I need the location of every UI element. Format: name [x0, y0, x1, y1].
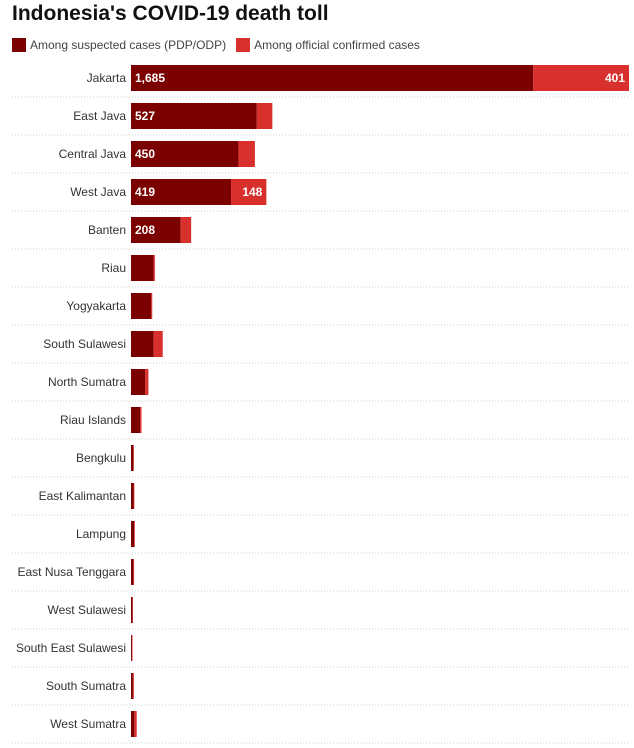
category-label-west-sumatra: West Sumatra — [50, 717, 126, 731]
legend-item-suspected[interactable]: Among suspected cases (PDP/ODP) — [12, 38, 226, 52]
bar-suspected-yogyakarta — [131, 293, 152, 319]
bar-confirmed-riau-islands — [140, 407, 142, 433]
category-label-central-java: Central Java — [59, 147, 127, 161]
bar-confirmed-west-sumatra — [134, 711, 137, 737]
bar-confirmed-south-sulawesi — [153, 331, 163, 357]
bar-suspected-south-east-sulawesi — [131, 635, 132, 661]
bar-suspected-riau-islands — [131, 407, 141, 433]
data-label-suspected-banten: 208 — [135, 223, 155, 237]
bar-suspected-west-java — [131, 179, 232, 205]
data-label-suspected-west-java: 419 — [135, 185, 155, 199]
category-label-south-sulawesi: South Sulawesi — [43, 337, 126, 351]
bar-confirmed-west-java — [231, 179, 267, 205]
category-label-north-sumatra: North Sumatra — [48, 375, 126, 389]
bar-suspected-east-nusa-tenggara — [131, 559, 134, 585]
bar-suspected-north-sumatra — [131, 369, 146, 395]
chart-title: Indonesia's COVID-19 death toll — [12, 2, 329, 25]
bar-suspected-lampung — [131, 521, 135, 547]
bar-confirmed-lampung — [134, 521, 135, 547]
data-label-suspected-central-java: 450 — [135, 147, 155, 161]
category-label-east-nusa-tenggara: East Nusa Tenggara — [17, 565, 126, 579]
bar-suspected-south-sulawesi — [131, 331, 154, 357]
category-label-banten: Banten — [88, 223, 126, 237]
category-label-riau-islands: Riau Islands — [60, 413, 126, 427]
bar-suspected-banten — [131, 217, 181, 243]
data-label-confirmed-jakarta: 401 — [605, 71, 625, 85]
bar-confirmed-riau — [153, 255, 155, 281]
legend-label-suspected: Among suspected cases (PDP/ODP) — [30, 38, 227, 52]
category-label-south-sumatra: South Sumatra — [46, 679, 126, 693]
bar-confirmed-east-kalimantan — [133, 483, 135, 509]
category-label-lampung: Lampung — [76, 527, 126, 541]
bar-confirmed-jakarta — [533, 65, 629, 91]
category-label-jakarta: Jakarta — [87, 71, 127, 85]
category-label-riau: Riau — [101, 261, 126, 275]
data-label-suspected-east-java: 527 — [135, 109, 155, 123]
legend-label-confirmed: Among official confirmed cases — [254, 38, 420, 52]
category-label-bengkulu: Bengkulu — [76, 451, 126, 465]
bar-confirmed-bengkulu — [133, 445, 134, 471]
category-label-east-kalimantan: East Kalimantan — [39, 489, 126, 503]
bar-confirmed-east-nusa-tenggara — [133, 559, 135, 585]
bar-suspected-bengkulu — [131, 445, 134, 471]
bar-confirmed-yogyakarta — [151, 293, 153, 319]
legend: Among suspected cases (PDP/ODP) Among of… — [12, 37, 430, 53]
bar-confirmed-south-sumatra — [132, 673, 134, 699]
bar-suspected-jakarta — [131, 65, 534, 91]
bar-confirmed-north-sumatra — [145, 369, 149, 395]
bar-confirmed-central-java — [238, 141, 255, 167]
bar-suspected-central-java — [131, 141, 239, 167]
legend-item-confirmed[interactable]: Among official confirmed cases — [236, 38, 420, 52]
bar-suspected-east-java — [131, 103, 257, 129]
bar-suspected-east-kalimantan — [131, 483, 134, 509]
bar-suspected-west-sumatra — [131, 711, 135, 737]
category-label-south-east-sulawesi: South East Sulawesi — [16, 641, 126, 655]
category-label-yogyakarta: Yogyakarta — [66, 299, 126, 313]
bar-confirmed-south-east-sulawesi — [131, 635, 133, 661]
legend-swatch-confirmed — [236, 38, 251, 52]
bar-confirmed-west-sulawesi — [132, 597, 133, 623]
bar-suspected-south-sumatra — [131, 673, 133, 699]
category-label-east-java: East Java — [73, 109, 126, 123]
data-label-suspected-jakarta: 1,685 — [135, 71, 165, 85]
category-label-west-java: West Java — [70, 185, 126, 199]
legend-swatch-suspected — [12, 38, 26, 52]
bar-suspected-west-sulawesi — [131, 597, 133, 623]
bar-confirmed-east-java — [256, 103, 273, 129]
bar-confirmed-banten — [180, 217, 192, 243]
data-label-confirmed-west-java: 148 — [242, 185, 262, 199]
bar-suspected-riau — [131, 255, 154, 281]
category-label-west-sulawesi: West Sulawesi — [48, 603, 126, 617]
